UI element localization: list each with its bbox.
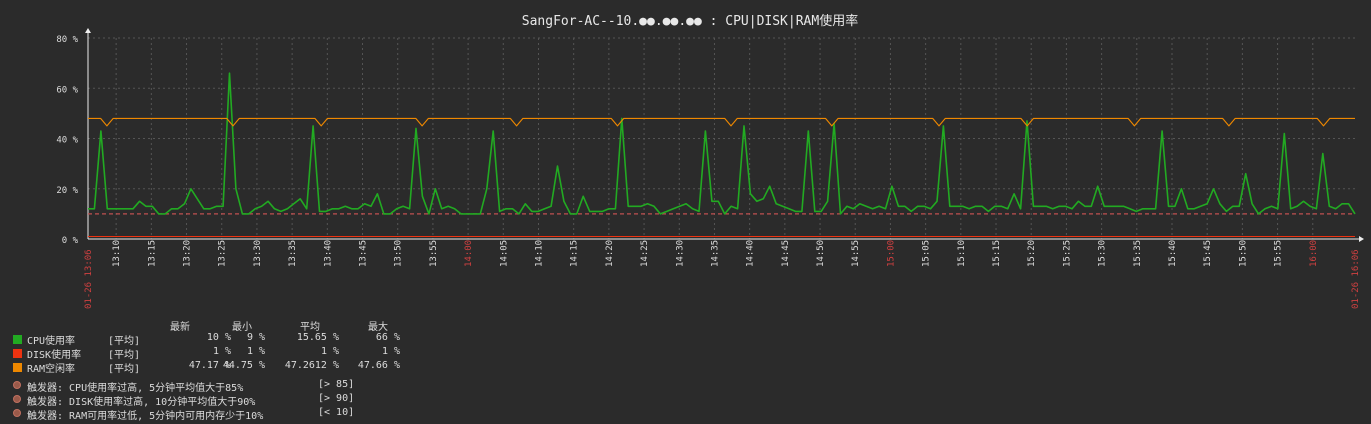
legend-swatch-cpu [13,335,22,344]
x-tick-label: 15:25 [1062,240,1072,267]
x-tick-label: 15:55 [1274,240,1284,267]
legend-series-name: RAM空闲率 [27,364,76,375]
x-tick-label: 15:05 [922,240,932,267]
x-tick-label: 14:05 [499,240,509,267]
legend-series-max: 47.66 % [357,360,400,371]
trigger-condition: [< 10] [318,407,355,418]
legend-swatch-ram [13,363,22,372]
chart-title: SangFor-AC--10.●●.●●.●● : CPU|DISK|RAM使用… [522,13,858,29]
x-start-label: 01-26 13:06 [84,249,94,309]
x-tick-label: 15:00 [886,240,896,267]
x-tick-label: 14:20 [605,240,615,267]
x-tick-label: 13:40 [323,240,333,267]
legend-header-last: 最新 [170,322,190,333]
legend-series-min: 44.75 % [222,360,265,371]
x-axis-arrow [1359,236,1364,242]
legend-header-max: 最大 [368,322,388,333]
x-tick-label: 14:25 [640,240,650,267]
legend-series-min: 1 % [246,346,265,357]
y-tick-label: 60 % [56,85,78,95]
x-tick-label: 15:10 [957,240,967,267]
x-tick-label: 13:30 [253,240,263,267]
y-tick-label: 40 % [56,136,78,146]
x-tick-label: 14:00 [464,240,474,267]
legend-series-last: 1 % [212,346,231,357]
x-tick-label: 14:45 [781,240,791,267]
legend-series-last: 47.17 % [188,360,231,371]
legend-series-func: [平均] [108,364,141,375]
x-tick-label: 15:40 [1168,240,1178,267]
trigger-text: 触发器: RAM可用率过低, 5分钟内可用内存少于10% [27,411,264,422]
x-tick-label: 15:30 [1098,240,1108,267]
legend-series-max: 1 % [381,346,400,357]
legend-series-max: 66 % [375,332,400,343]
x-tick-label: 13:25 [218,240,228,267]
trigger-text: 触发器: CPU使用率过高, 5分钟平均值大于85% [27,383,244,394]
legend-series-name: CPU使用率 [27,336,76,347]
trigger-dot-icon [13,409,21,417]
y-tick-label: 20 % [56,186,78,196]
legend-header-min: 最小 [232,322,252,333]
legend-header-avg: 平均 [300,322,320,333]
x-tick-label: 13:15 [147,240,157,267]
x-tick-label: 14:15 [570,240,580,267]
y-axis-arrow [85,28,91,33]
trigger-text: 触发器: DISK使用率过高, 10分钟平均值大于90% [27,397,256,408]
x-tick-label: 13:20 [183,240,193,267]
x-end-label: 01-26 16:06 [1351,249,1361,309]
x-tick-label: 13:55 [429,240,439,267]
y-tick-label: 0 % [62,236,79,246]
x-tick-label: 14:35 [710,240,720,267]
x-tick-label: 13:50 [394,240,404,267]
x-tick-label: 14:40 [746,240,756,267]
y-tick-label: 80 % [56,35,78,45]
series-line-ram [88,117,1355,127]
x-tick-label: 14:30 [675,240,685,267]
x-axis: 13:10 13:15 13:20 13:25 13:30 13:35 13:40 13:45… [84,240,1361,309]
x-tick-label: 13:35 [288,240,298,267]
legend-series-func: [平均] [108,350,141,361]
trigger-condition: [> 85] [318,379,355,390]
legend-series-avg: 15.65 % [296,332,339,343]
legend-series-avg: 1 % [320,346,339,357]
series-line-cpu [88,72,1356,215]
x-tick-label: 14:55 [851,240,861,267]
legend-series-min: 9 % [246,332,265,343]
trigger-dot-icon [13,395,21,403]
x-tick-label: 15:45 [1203,240,1213,267]
x-tick-label: 13:10 [112,240,122,267]
trigger-dot-icon [13,381,21,389]
legend-series-name: DISK使用率 [27,350,82,361]
x-tick-label: 14:50 [816,240,826,267]
x-tick-label: 13:45 [359,240,369,267]
legend-series-func: [平均] [108,336,141,347]
y-axis: 80 % 60 % 40 % 20 % 0 % [56,35,78,246]
x-tick-label: 15:20 [1027,240,1037,267]
legend-swatch-disk [13,349,22,358]
x-tick-label: 15:35 [1133,240,1143,267]
x-tick-label: 16:00 [1309,240,1319,267]
x-tick-label: 15:50 [1238,240,1248,267]
legend-series-last: 10 % [206,332,231,343]
trigger-condition: [> 90] [318,393,355,404]
x-tick-label: 15:15 [992,240,1002,267]
legend-series-avg: 47.2612 % [284,360,339,371]
grid [85,28,1364,242]
series-lines [88,72,1356,238]
x-tick-label: 14:10 [534,240,544,267]
